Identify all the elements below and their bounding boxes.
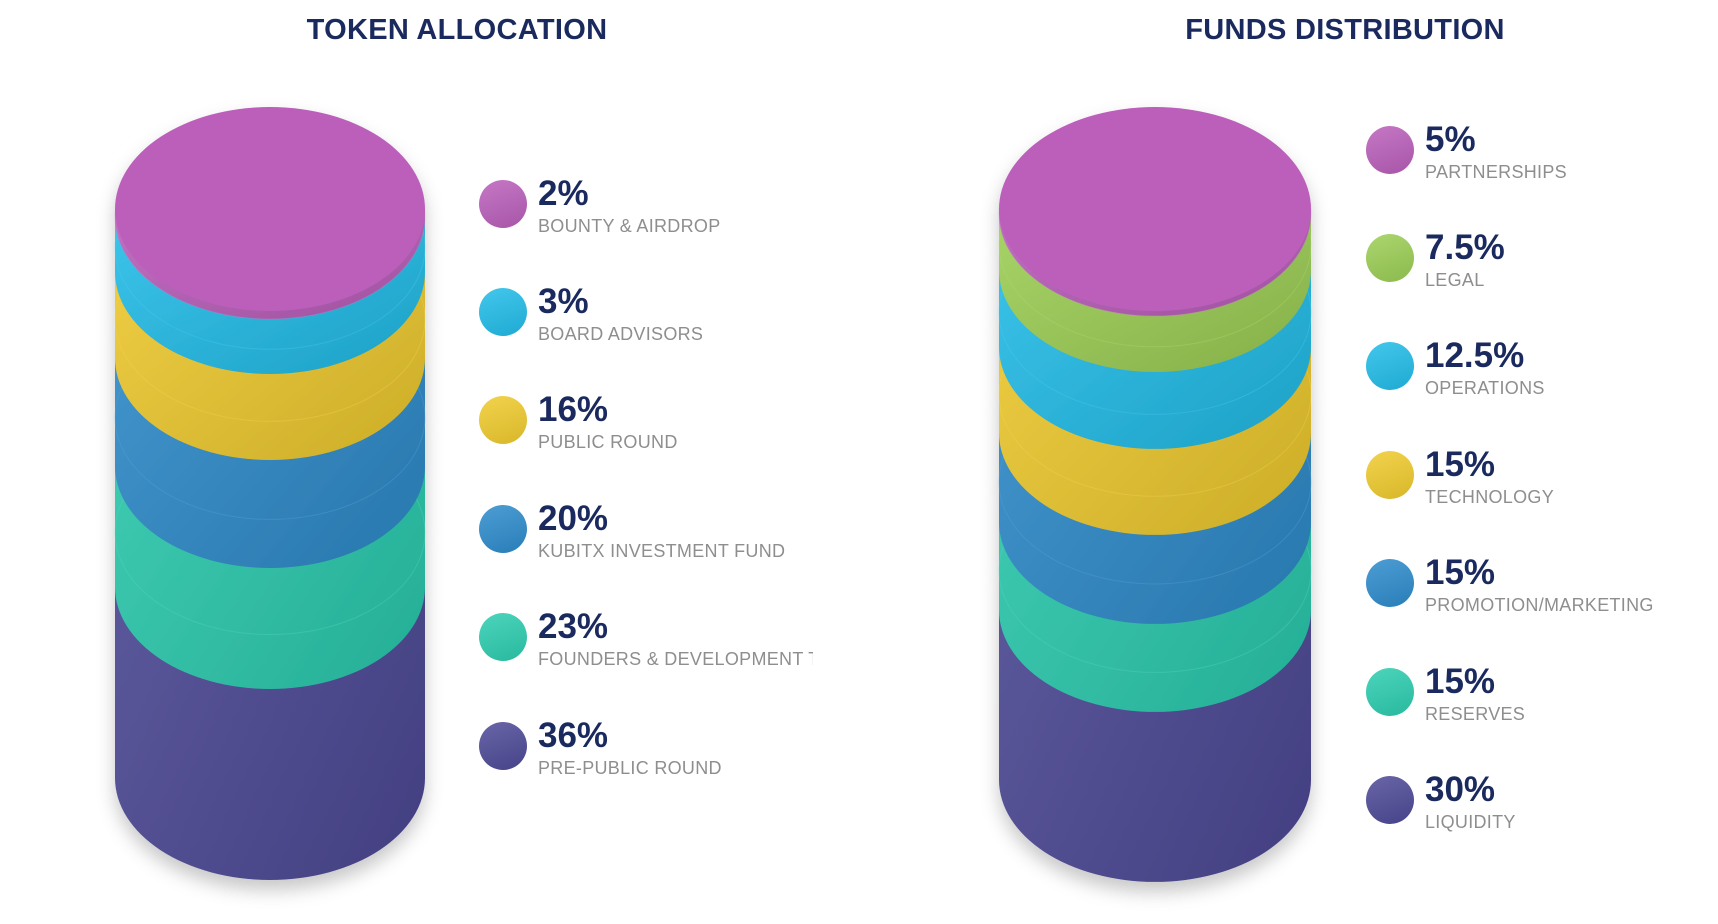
legend-dot — [1366, 126, 1414, 174]
legend-dot — [479, 722, 527, 770]
legend-value: 15% — [1425, 662, 1496, 701]
legend-dot — [1366, 234, 1414, 282]
cylinder-top — [115, 107, 425, 311]
token-allocation-title: TOKEN ALLOCATION — [306, 14, 608, 46]
legend-value: 16% — [538, 390, 609, 429]
legend-label: FOUNDERS & DEVELOPMENT TI — [538, 649, 813, 669]
legend-label: PARTNERSHIPS — [1425, 162, 1567, 182]
legend-value: 2% — [538, 174, 589, 213]
legend-value: 12.5% — [1425, 336, 1525, 375]
legend-dot — [1366, 342, 1414, 390]
legend-value: 15% — [1425, 445, 1496, 484]
legend-label: OPERATIONS — [1425, 378, 1545, 398]
legend-value: 3% — [538, 282, 589, 321]
legend-value: 5% — [1425, 120, 1476, 159]
legend-dot — [479, 505, 527, 553]
legend-label: TECHNOLOGY — [1425, 487, 1555, 507]
legend-dot — [479, 613, 527, 661]
legend-dot — [1366, 668, 1414, 716]
legend-dot — [479, 396, 527, 444]
legend-label: PUBLIC ROUND — [538, 432, 678, 452]
legend-dot — [479, 180, 527, 228]
funds-distribution-cylinder — [998, 107, 1312, 882]
cylinder-top — [999, 107, 1311, 311]
legend-label: RESERVES — [1425, 704, 1526, 724]
legend-dot — [479, 288, 527, 336]
legend-value: 7.5% — [1425, 228, 1505, 267]
legend-value: 36% — [538, 716, 609, 755]
legend-value: 23% — [538, 607, 609, 646]
legend-label: PROMOTION/MARKETING — [1425, 595, 1654, 615]
funds-distribution-title: FUNDS DISTRIBUTION — [1185, 14, 1505, 46]
legend-dot — [1366, 776, 1414, 824]
token-allocation-cylinder — [114, 107, 426, 880]
legend-label: LIQUIDITY — [1425, 812, 1516, 832]
legend-label: LEGAL — [1425, 270, 1485, 290]
legend-value: 15% — [1425, 553, 1496, 592]
legend-label: BOARD ADVISORS — [538, 324, 704, 344]
legend-dot — [1366, 559, 1414, 607]
legend-dot — [1366, 451, 1414, 499]
legend-value: 20% — [538, 499, 609, 538]
legend-label: BOUNTY & AIRDROP — [538, 216, 721, 236]
legend-label: KUBITX INVESTMENT FUND — [538, 541, 786, 561]
legend-label: PRE-PUBLIC ROUND — [538, 758, 722, 778]
legend-value: 30% — [1425, 770, 1496, 809]
